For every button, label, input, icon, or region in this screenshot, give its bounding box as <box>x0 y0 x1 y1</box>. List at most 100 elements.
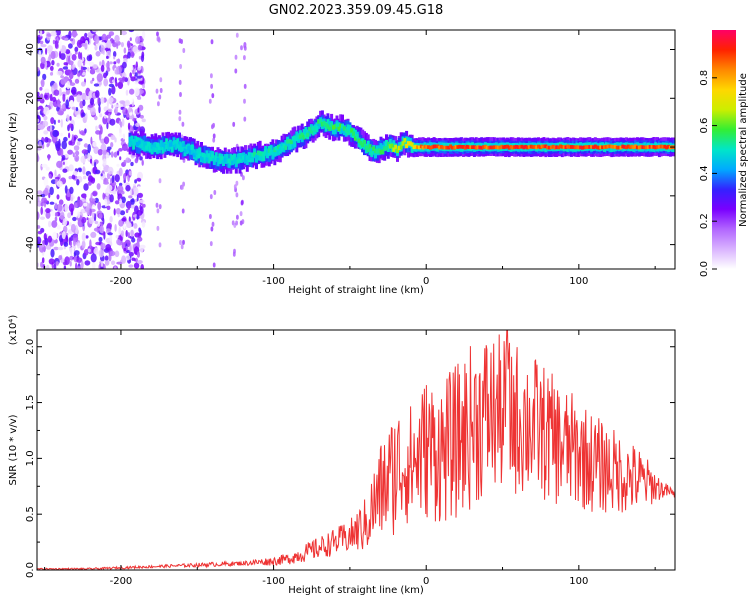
spectral-ridge-segment <box>284 145 288 150</box>
spectral-noise-blob <box>108 31 115 36</box>
spectral-noise-blob <box>76 39 83 48</box>
spectral-ridge-segment <box>581 145 584 150</box>
colorbar-label: Normalized spectral amplitude <box>738 73 749 227</box>
spectral-noise-blob <box>125 89 129 96</box>
spectral-noise-blob <box>85 235 89 239</box>
spectral-noise-blob <box>51 60 55 66</box>
spectral-noise-blob <box>64 185 68 194</box>
spectral-noise-blob <box>108 97 114 103</box>
spectral-ridge-segment <box>233 159 236 164</box>
spectral-ridge-segment <box>178 145 181 150</box>
spectral-noise-blob <box>98 236 103 243</box>
spectral-ridge-segment <box>298 134 302 139</box>
spectral-noise-blob <box>106 99 109 108</box>
spectral-noise-blob <box>90 192 93 202</box>
spectral-noise-blob <box>125 109 128 114</box>
spectral-noise-blob <box>106 205 111 210</box>
spectral-ridge-segment <box>245 155 249 160</box>
spectral-noise-blob <box>94 169 101 174</box>
spectral-noise-blob <box>133 223 138 229</box>
spectral-noise-blob <box>53 246 59 251</box>
spectral-noise-blob <box>114 174 120 183</box>
spectral-ridge-segment <box>502 145 506 150</box>
spectral-ridge-segment <box>575 145 579 149</box>
spectral-ridge-segment <box>559 144 562 149</box>
spectral-ridge-segment <box>439 145 443 149</box>
spectral-ridge-segment <box>635 145 639 150</box>
spectral-ridge-segment <box>196 148 200 159</box>
spectral-ridge-segment <box>593 144 597 149</box>
spectral-noise-blob <box>68 203 75 212</box>
spectral-ridge-segment <box>648 145 652 149</box>
spectral-noise-blob <box>56 62 60 67</box>
spectral-noise-blob <box>52 231 58 241</box>
spectral-noise-blob <box>130 204 135 209</box>
spectral-noise-blob <box>92 191 98 197</box>
spectral-noise-blob <box>65 250 69 256</box>
spectral-noise-blob <box>57 119 61 124</box>
colorbar: 0.0 0.2 0.4 0.6 0.8 Normalized spectral ampl… <box>699 30 749 277</box>
spectral-noise-blob <box>108 61 113 65</box>
spectral-noise-blob <box>102 192 105 200</box>
spectral-noise-blob <box>81 92 87 102</box>
spectral-ridge-segment <box>339 123 343 128</box>
spectral-noise-blob <box>96 183 101 190</box>
spectral-ridge-segment <box>194 150 198 155</box>
spectral-noise-blob <box>68 43 73 49</box>
spectral-noise-blob <box>105 244 112 251</box>
spectral-ridge-segment <box>170 141 174 146</box>
spectral-noise-blob <box>81 208 85 213</box>
spectral-noise-blob <box>76 114 82 119</box>
spectral-noise-blob <box>56 180 63 188</box>
spectral-ridge-segment <box>363 140 366 145</box>
spectral-ridge-segment <box>218 159 222 165</box>
spectral-noise-blob <box>104 260 110 266</box>
spectral-ridge-segment <box>132 139 136 144</box>
spectral-ridge-segment <box>456 145 460 149</box>
spectral-noise-blob <box>61 104 65 109</box>
spectral-noise-blob <box>134 87 140 97</box>
spectral-noise-blob <box>68 247 75 255</box>
spectral-noise-blob <box>70 197 74 202</box>
spectral-ridge-segment <box>403 138 407 143</box>
spectral-noise-blob <box>122 61 127 69</box>
spectral-ridge-segment <box>604 145 608 149</box>
spectral-noise-blob <box>133 262 140 269</box>
spectral-noise-blob <box>132 46 138 54</box>
spectral-ridge-segment <box>300 132 304 138</box>
spectral-ridge-segment <box>516 145 520 150</box>
spectral-ridge-segment <box>429 145 432 150</box>
spectral-noise-blob <box>84 154 88 160</box>
spectral-ridge-segment <box>222 159 225 165</box>
spectral-streak-blob <box>212 137 216 143</box>
spectral-noise-blob <box>108 87 112 96</box>
spectral-noise-blob <box>93 247 99 255</box>
spectral-noise-blob <box>130 51 135 58</box>
spectral-noise-blob <box>119 132 123 138</box>
spectral-noise-blob <box>107 232 113 236</box>
spectral-noise-blob <box>141 118 146 123</box>
spectral-ridge-segment <box>163 143 167 149</box>
spectral-noise-blob <box>60 52 66 61</box>
spectral-ridge-segment <box>352 131 355 136</box>
spectral-noise-blob <box>62 168 68 173</box>
spectral-ridge-segment <box>233 153 236 164</box>
spectral-noise-blob <box>131 237 136 243</box>
spectral-streak-blob <box>235 220 239 226</box>
spectral-noise-blob <box>137 96 142 100</box>
spectral-noise-blob <box>96 73 103 82</box>
spectral-ridge-segment <box>496 145 500 150</box>
spectral-noise-blob <box>53 83 57 89</box>
spectral-noise-blob <box>81 81 86 87</box>
spectral-noise-blob <box>142 84 146 89</box>
spectral-ridge-segment <box>363 139 366 150</box>
spectral-ridge-segment <box>291 136 295 141</box>
spectral-noise-blob <box>45 166 50 171</box>
spectral-noise-blob <box>57 246 64 251</box>
spectral-noise-blob <box>65 99 69 109</box>
spectral-ridge-segment <box>236 159 240 164</box>
spectral-ridge-segment <box>447 145 451 150</box>
spectral-noise-blob <box>125 157 131 163</box>
